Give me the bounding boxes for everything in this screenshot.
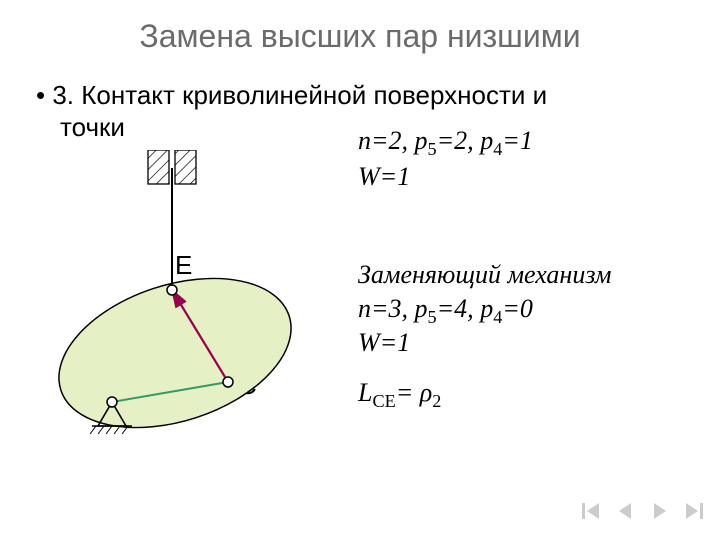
nav-first-icon[interactable] bbox=[579, 499, 603, 523]
bullet-line-1: • 3. Контакт криволинейной поверхности и bbox=[36, 80, 547, 111]
bullet-prefix: • bbox=[36, 80, 52, 110]
nav-next-icon[interactable] bbox=[648, 499, 672, 523]
equation-1: n=2, p5=2, p4=1 bbox=[358, 126, 533, 160]
equation-5: W=1 bbox=[358, 328, 410, 358]
equation-2: W=1 bbox=[358, 162, 410, 192]
equation-6: LCE= ρ2 bbox=[358, 378, 441, 412]
nav-last-icon[interactable] bbox=[682, 499, 706, 523]
cam-ellipse bbox=[40, 251, 310, 455]
bullet-line-2: точки bbox=[60, 112, 125, 143]
point-C bbox=[223, 377, 233, 387]
bullet-text-1: 3. Контакт криволинейной поверхности и bbox=[52, 80, 547, 110]
equation-4: n=3, p5=4, p4=0 bbox=[358, 294, 533, 328]
mechanism-diagram bbox=[20, 150, 360, 470]
nav-controls bbox=[573, 499, 706, 528]
replacement-caption: Заменяющий механизм bbox=[358, 260, 611, 290]
nav-prev-icon[interactable] bbox=[613, 499, 637, 523]
point-E bbox=[167, 285, 177, 295]
page-title: Замена высших пар низшими bbox=[0, 18, 720, 55]
